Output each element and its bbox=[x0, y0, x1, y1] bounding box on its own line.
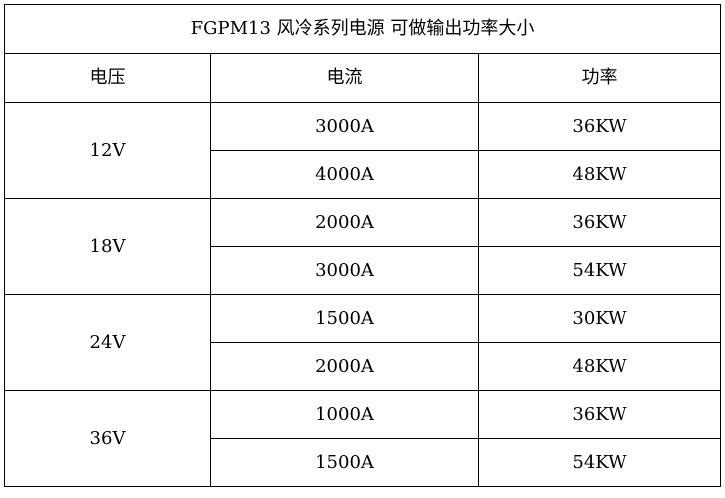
current-cell: 1500A bbox=[210, 294, 479, 343]
table-row: 3000A 54KW bbox=[5, 246, 721, 295]
table-title: FGPM13 风冷系列电源 可做输出功率大小 bbox=[4, 4, 721, 54]
power-spec-table: FGPM13 风冷系列电源 可做输出功率大小 电压 电流 功率 12V 3000… bbox=[4, 4, 721, 487]
table-row: 4000A 48KW bbox=[5, 150, 721, 199]
current-cell: 1000A bbox=[210, 390, 479, 439]
current-cell: 3000A bbox=[210, 102, 479, 151]
power-cell: 36KW bbox=[478, 390, 721, 439]
voltage-cell: 12V bbox=[4, 102, 211, 199]
power-cell: 54KW bbox=[478, 246, 721, 295]
table-row: 18V 2000A 36KW bbox=[4, 198, 721, 295]
voltage-cell: 36V bbox=[4, 390, 211, 487]
current-cell: 2000A bbox=[210, 342, 479, 391]
title-row: FGPM13 风冷系列电源 可做输出功率大小 bbox=[4, 4, 721, 54]
power-cell: 36KW bbox=[478, 102, 721, 151]
header-power: 功率 bbox=[478, 53, 721, 103]
header-current: 电流 bbox=[210, 53, 479, 103]
current-cell: 2000A bbox=[210, 198, 479, 247]
current-cell: 1500A bbox=[210, 438, 479, 487]
power-cell: 48KW bbox=[478, 150, 721, 199]
voltage-cell: 24V bbox=[4, 294, 211, 391]
table-row: 36V 1000A 36KW bbox=[4, 390, 721, 487]
table-row: 24V 1500A 30KW bbox=[4, 294, 721, 391]
power-cell: 48KW bbox=[478, 342, 721, 391]
table-row: 1500A 54KW bbox=[5, 438, 721, 487]
current-cell: 4000A bbox=[210, 150, 479, 199]
voltage-cell: 18V bbox=[4, 198, 211, 295]
header-voltage: 电压 bbox=[4, 53, 211, 103]
power-cell: 54KW bbox=[478, 438, 721, 487]
table-row: 12V 3000A 36KW bbox=[4, 102, 721, 199]
header-row: 电压 电流 功率 bbox=[4, 53, 721, 103]
table-row: 2000A 48KW bbox=[5, 342, 721, 391]
current-cell: 3000A bbox=[210, 246, 479, 295]
power-cell: 36KW bbox=[478, 198, 721, 247]
power-cell: 30KW bbox=[478, 294, 721, 343]
